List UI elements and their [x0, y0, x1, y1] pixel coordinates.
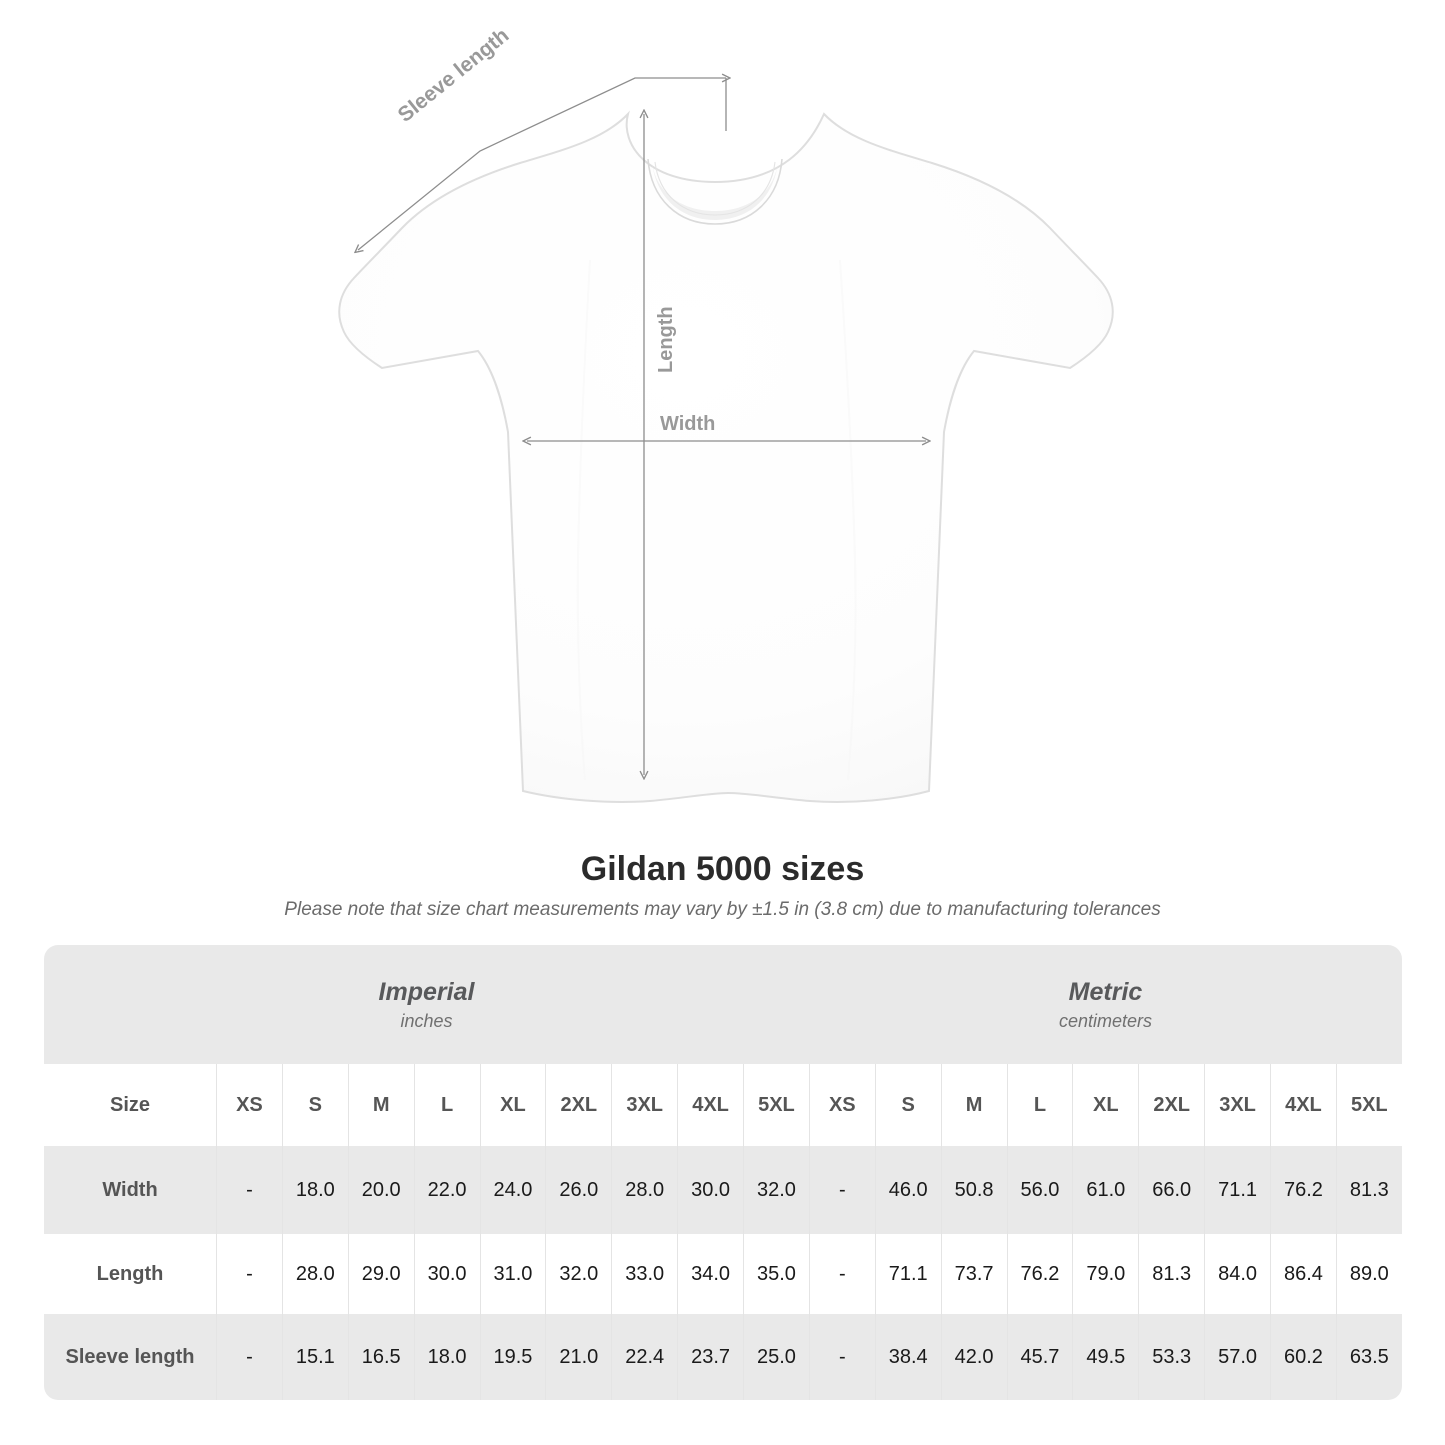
svg-text:Length: Length: [655, 306, 677, 373]
svg-text:Sleeve length: Sleeve length: [394, 24, 514, 127]
svg-text:Width: Width: [660, 413, 715, 435]
